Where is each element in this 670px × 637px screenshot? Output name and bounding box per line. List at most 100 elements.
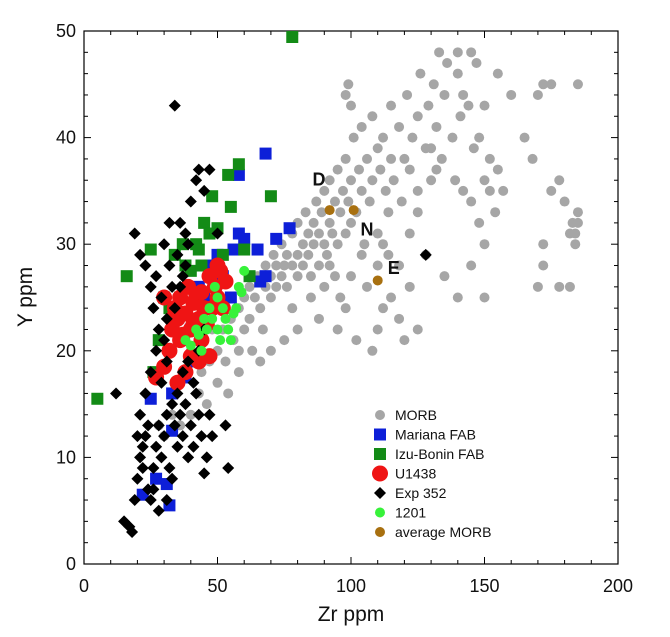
exp-352-point [163, 259, 176, 272]
1201-point [225, 335, 236, 346]
morb-point [340, 153, 351, 164]
morb-point [412, 324, 423, 335]
morb-point [319, 239, 330, 250]
1201-point [212, 324, 223, 335]
exp-352-point [192, 163, 205, 176]
izu-bonin-fab-point [206, 190, 219, 203]
exp-352-point [192, 408, 205, 421]
morb-point [313, 313, 324, 324]
exp-352-point [171, 387, 184, 400]
mariana-fab-point [259, 270, 272, 283]
exp-352-point [198, 184, 211, 197]
morb-point [297, 260, 308, 271]
exp-352-point [166, 280, 179, 293]
morb-point [300, 207, 311, 218]
annotations: D NE [312, 170, 399, 278]
morb-point [343, 196, 354, 207]
morb-point [399, 153, 410, 164]
exp-352-point [147, 302, 160, 315]
morb-point [329, 196, 340, 207]
morb-point [332, 239, 343, 250]
exp-352-point [126, 526, 139, 539]
exp-352-point [147, 462, 160, 475]
morb-point [423, 100, 434, 111]
1201-point [231, 303, 242, 314]
morb-point [404, 164, 415, 175]
exp-352-point [136, 462, 149, 475]
morb-point [452, 47, 463, 58]
mariana-fab-point [227, 243, 240, 256]
morb-point [466, 196, 477, 207]
morb-point [412, 185, 423, 196]
morb-point [348, 132, 359, 143]
morb-point [297, 239, 308, 250]
exp-352-point [134, 408, 147, 421]
morb-point [316, 207, 327, 218]
exp-352-point [139, 430, 152, 443]
morb-point [281, 249, 292, 260]
morb-point [466, 260, 477, 271]
morb-point [498, 185, 509, 196]
morb-point [324, 175, 335, 186]
exp-352-point [152, 419, 165, 432]
morb-point [386, 100, 397, 111]
exp-352-point [182, 238, 195, 251]
morb-point [271, 281, 282, 292]
morb-point [324, 260, 335, 271]
exp-352-point [219, 419, 232, 432]
morb-point [265, 345, 276, 356]
morb-point [388, 175, 399, 186]
morb-point [337, 185, 348, 196]
morb-point [372, 143, 383, 154]
exp-352-point [131, 472, 144, 485]
morb-point [458, 185, 469, 196]
morb-point [281, 281, 292, 292]
legend-label-u1438: U1438 [395, 466, 436, 482]
morb-point [321, 249, 332, 260]
exp-352-point [184, 419, 197, 432]
morb-point [554, 175, 565, 186]
morb-point [257, 324, 268, 335]
morb-point [434, 47, 445, 58]
exp-352-point [203, 408, 216, 421]
exp-352-point [134, 451, 147, 464]
morb-point [212, 377, 223, 388]
x-axis-title: Zr ppm [318, 603, 385, 626]
mariana-fab-point [150, 472, 163, 485]
exp-352-point [136, 440, 149, 453]
morb-point [394, 313, 405, 324]
exp-352-point [158, 238, 171, 251]
1201-point [236, 287, 247, 298]
1201-point [193, 329, 204, 340]
morb-point [439, 271, 450, 282]
data-marks [91, 31, 583, 539]
legend: MORB Mariana FAB Izu-Bonin FAB U1438 Exp 352… [372, 407, 491, 540]
1201-point [196, 345, 207, 356]
y-axis-title: Y ppm [14, 267, 37, 327]
morb-point [346, 271, 356, 282]
morb-point [260, 260, 271, 271]
exp-352-point [152, 323, 165, 336]
y-tick-label: 40 [56, 128, 76, 148]
morb-point [455, 111, 466, 122]
morb-point [407, 132, 418, 143]
morb-point [340, 228, 351, 239]
morb-point [479, 100, 490, 111]
exp-352-point [176, 270, 189, 283]
legend-marker-u1438 [372, 465, 388, 482]
morb-point [244, 313, 255, 324]
exp-352-point [190, 387, 203, 400]
series-average-morb [324, 205, 383, 286]
exp-352-point [168, 302, 181, 315]
exp-352-point [174, 216, 187, 229]
morb-point [356, 249, 367, 260]
morb-point [572, 207, 583, 218]
exp-352-point [144, 366, 157, 379]
morb-point [367, 111, 378, 122]
morb-point [292, 324, 303, 335]
x-tick-label: 100 [336, 576, 366, 596]
exp-352-point [163, 216, 176, 229]
morb-point [313, 260, 324, 271]
legend-label-izu-bonin-fab: Izu-Bonin FAB [395, 446, 485, 462]
morb-point [452, 292, 463, 303]
